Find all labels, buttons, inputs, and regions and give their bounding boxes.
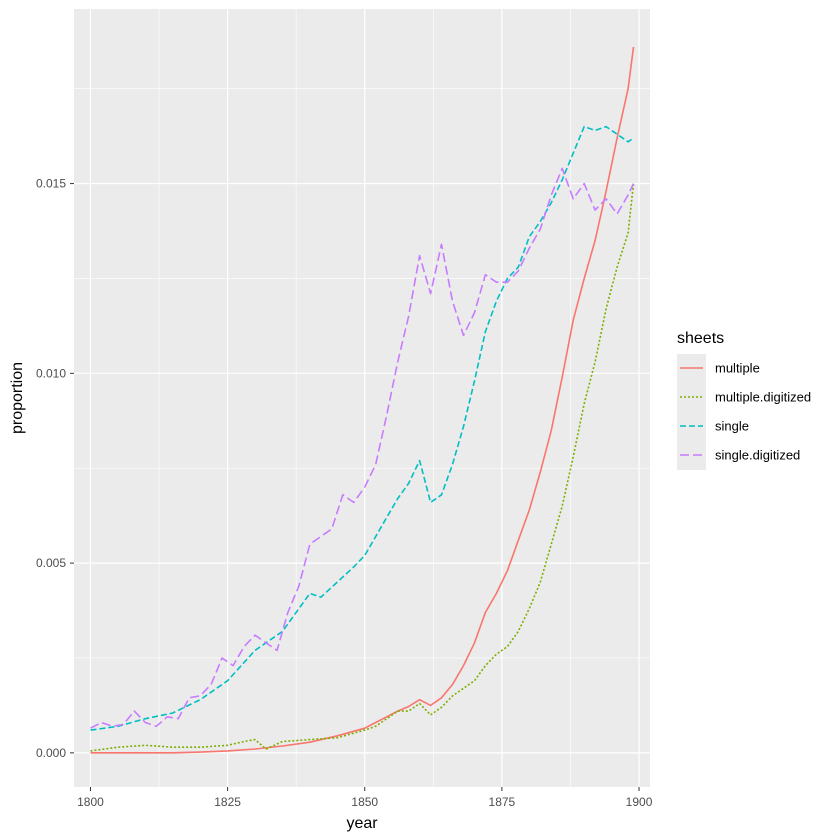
legend-title: sheets: [677, 330, 724, 347]
y-axis-ticks: 0.000 0.005 0.010 0.015: [36, 177, 74, 760]
legend-label: multiple: [715, 361, 760, 376]
series-line-single-digitized: [90, 167, 635, 729]
y-axis-title: proportion: [9, 362, 26, 434]
major-gridlines: [74, 9, 650, 787]
series-line-multiple-digitized: [90, 183, 635, 752]
y-tick-label: 0.010: [36, 366, 66, 380]
x-tick-label: 1875: [489, 795, 516, 809]
x-tick-label: 1825: [214, 795, 241, 809]
legend: sheets multiple multiple.digitized single s…: [677, 330, 811, 470]
series-lines: [90, 46, 635, 754]
legend-label: single.digitized: [715, 448, 800, 463]
y-tick-label: 0.005: [36, 556, 66, 570]
x-tick-label: 1850: [351, 795, 378, 809]
y-tick-label: 0.000: [36, 746, 66, 760]
y-tick-label: 0.015: [36, 177, 66, 191]
minor-gridlines: [74, 9, 650, 787]
plot-panel: [74, 9, 650, 787]
legend-label: single: [715, 419, 749, 434]
series-line-multiple: [90, 46, 635, 754]
x-tick-label: 1900: [626, 795, 653, 809]
series-line-single: [90, 125, 634, 731]
x-tick-label: 1800: [77, 795, 104, 809]
x-axis-ticks: 1800 1825 1850 1875 1900: [77, 787, 653, 809]
legend-label: multiple.digitized: [715, 390, 811, 405]
x-axis-title: year: [346, 815, 378, 832]
